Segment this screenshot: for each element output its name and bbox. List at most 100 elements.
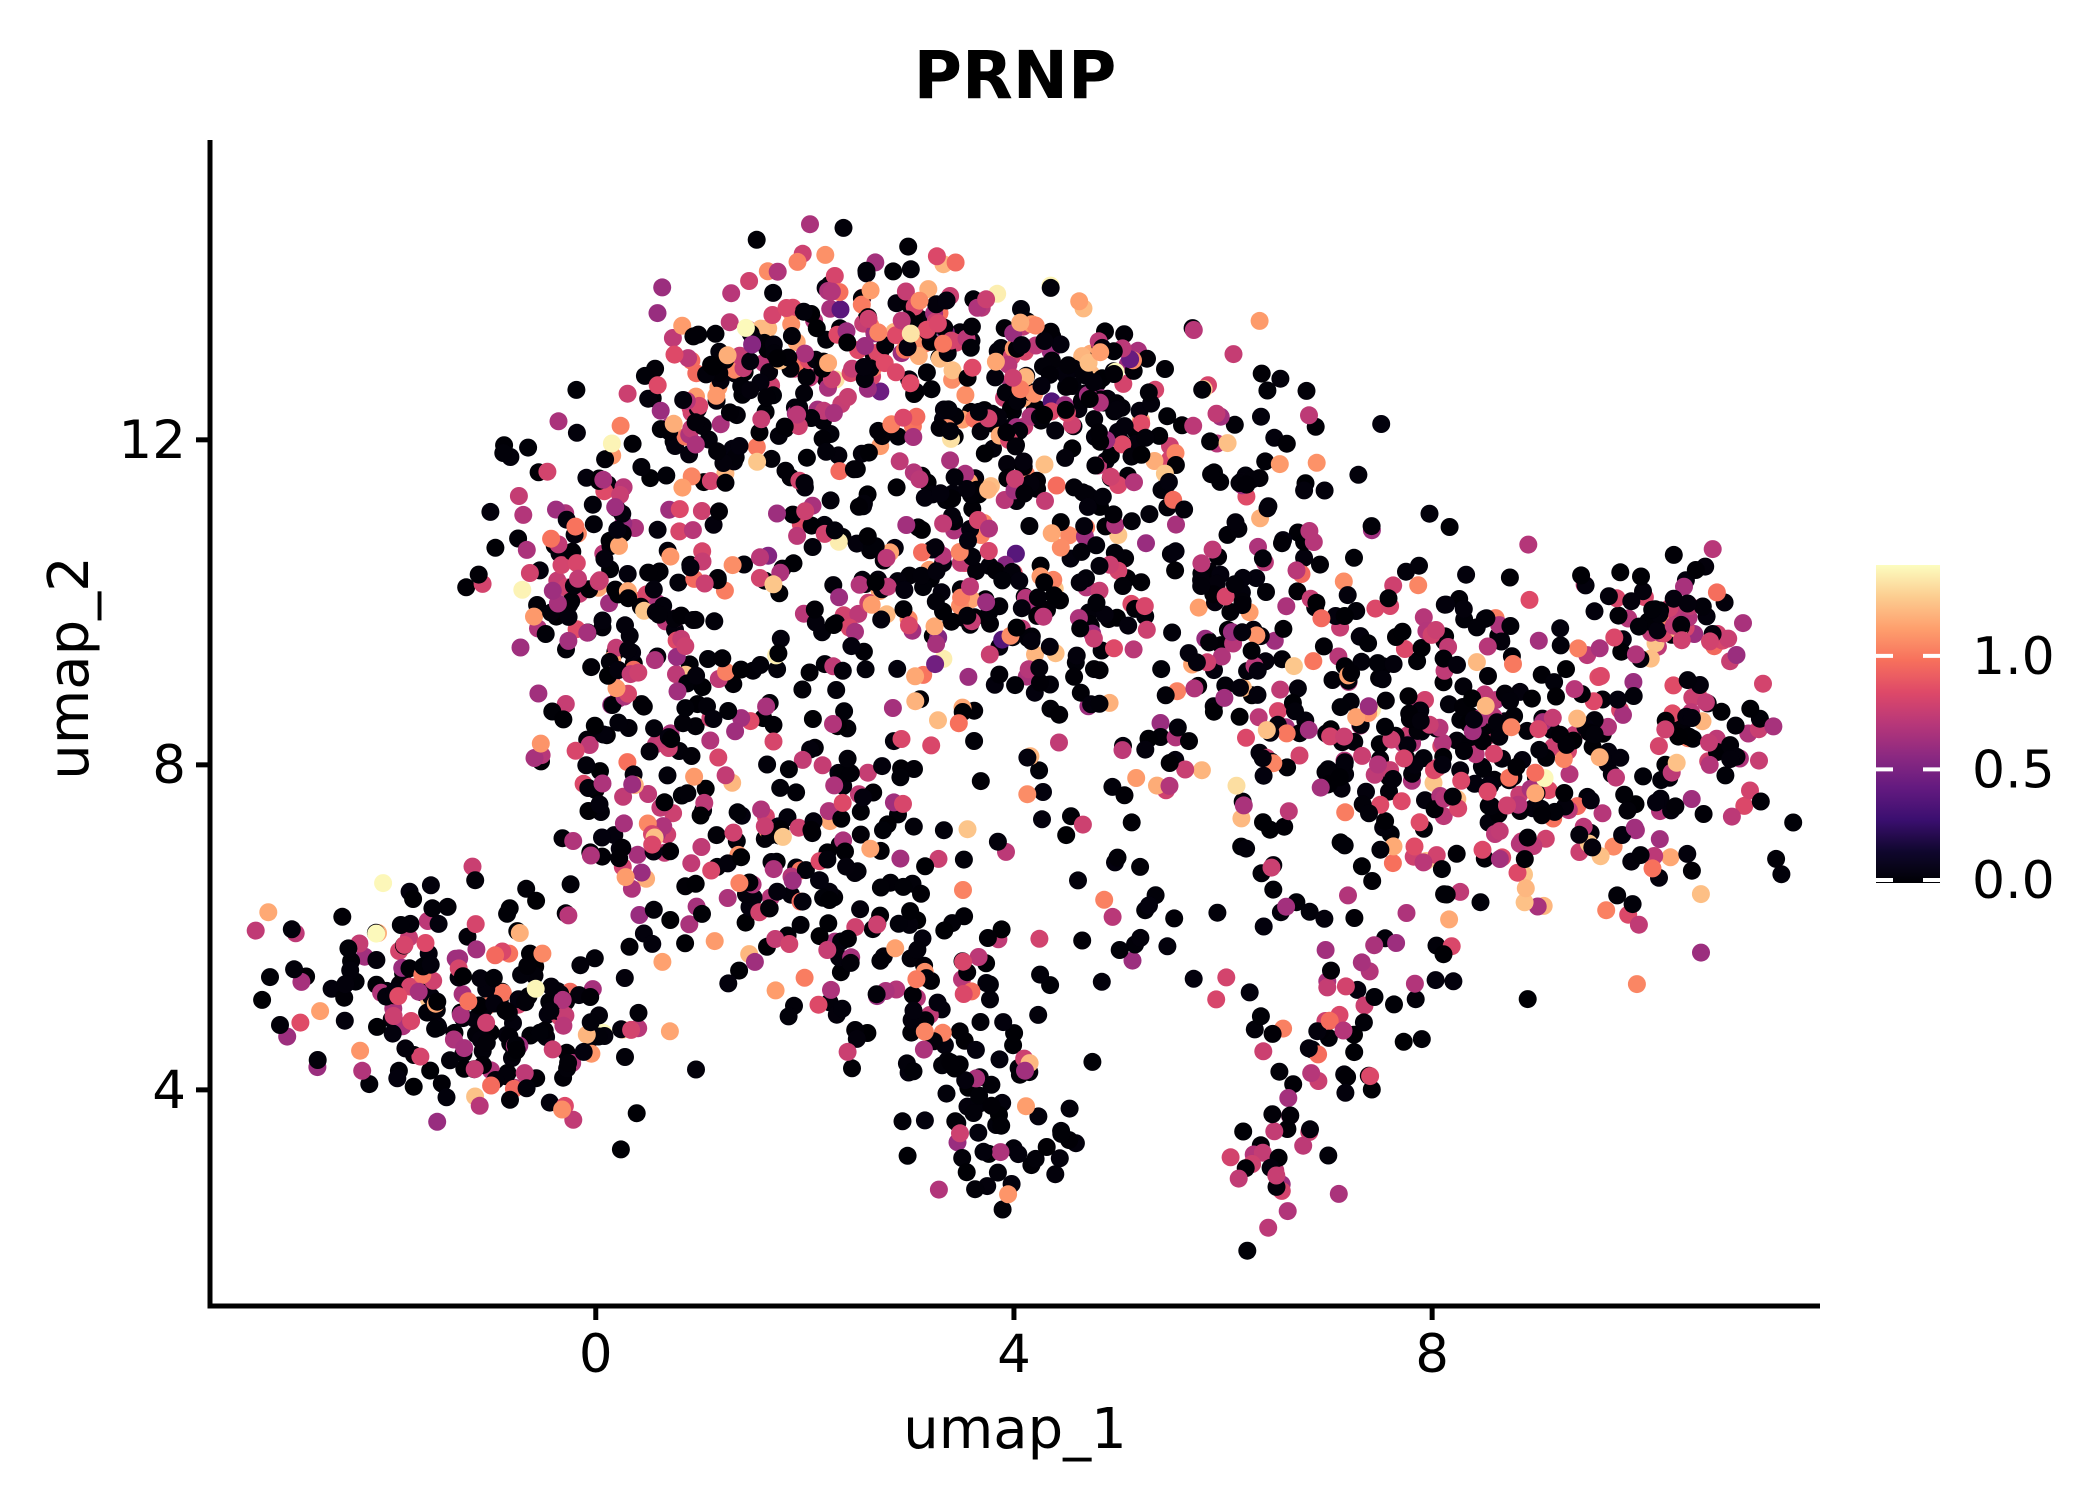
umap-point bbox=[1307, 593, 1326, 612]
x-tick-label: 0 bbox=[579, 1324, 613, 1385]
umap-point bbox=[1046, 1165, 1065, 1184]
umap-point bbox=[722, 284, 741, 303]
umap-point bbox=[360, 1075, 379, 1094]
umap-point bbox=[428, 992, 447, 1011]
umap-point bbox=[1362, 517, 1381, 536]
umap-point bbox=[873, 757, 892, 776]
umap-point bbox=[1203, 540, 1222, 559]
umap-point bbox=[567, 423, 586, 442]
umap-point bbox=[1319, 1146, 1338, 1165]
umap-point bbox=[1335, 607, 1354, 625]
umap-point bbox=[705, 612, 724, 631]
umap-point bbox=[917, 363, 936, 382]
umap-point bbox=[1075, 517, 1094, 536]
umap-point bbox=[657, 466, 676, 485]
umap-point bbox=[1532, 806, 1551, 825]
umap-point bbox=[701, 731, 720, 750]
umap-point bbox=[543, 1040, 562, 1059]
umap-point bbox=[1426, 621, 1445, 639]
umap-point bbox=[1593, 804, 1612, 823]
umap-point bbox=[1193, 380, 1212, 399]
umap-point bbox=[1440, 518, 1459, 536]
umap-point bbox=[1278, 1202, 1297, 1221]
umap-point bbox=[1132, 573, 1151, 592]
umap-point bbox=[1727, 646, 1746, 664]
umap-point bbox=[956, 1071, 975, 1090]
umap-point bbox=[1334, 1021, 1353, 1040]
umap-point bbox=[1703, 540, 1722, 559]
umap-point bbox=[788, 405, 807, 424]
umap-point bbox=[494, 444, 513, 462]
umap-point bbox=[1022, 632, 1041, 651]
umap-point bbox=[1361, 1067, 1380, 1086]
umap-point bbox=[1275, 817, 1294, 836]
umap-point bbox=[648, 376, 667, 395]
umap-point bbox=[1311, 778, 1330, 797]
umap-point bbox=[1551, 619, 1570, 638]
umap-point bbox=[704, 710, 723, 728]
umap-point bbox=[1632, 567, 1650, 586]
umap-point bbox=[844, 460, 863, 479]
umap-point bbox=[404, 890, 423, 908]
umap-point bbox=[817, 442, 836, 461]
umap-point bbox=[552, 556, 571, 575]
umap-point bbox=[1124, 640, 1143, 659]
umap-point bbox=[768, 660, 787, 679]
umap-point bbox=[1233, 623, 1252, 642]
umap-point bbox=[1287, 561, 1306, 580]
umap-point bbox=[950, 1022, 969, 1041]
umap-point bbox=[1406, 990, 1425, 1009]
umap-point bbox=[1607, 768, 1625, 787]
umap-point bbox=[775, 417, 794, 436]
umap-point bbox=[704, 357, 722, 376]
umap-point bbox=[1764, 717, 1783, 736]
umap-point bbox=[1330, 768, 1349, 787]
umap-point bbox=[1148, 776, 1166, 795]
umap-point bbox=[1212, 647, 1231, 666]
umap-point bbox=[1437, 885, 1456, 904]
umap-point bbox=[1504, 655, 1522, 673]
umap-point bbox=[1267, 1166, 1286, 1185]
umap-point bbox=[1751, 792, 1770, 811]
umap-point bbox=[1015, 484, 1034, 503]
umap-point bbox=[838, 388, 857, 406]
umap-point bbox=[1626, 645, 1645, 664]
umap-point bbox=[1569, 639, 1588, 658]
umap-point bbox=[922, 736, 941, 755]
umap-point bbox=[1334, 572, 1353, 591]
umap-point bbox=[608, 520, 627, 539]
umap-point bbox=[509, 487, 528, 505]
umap-point bbox=[954, 850, 973, 869]
umap-point bbox=[755, 817, 774, 836]
umap-point bbox=[1476, 696, 1495, 715]
umap-point bbox=[841, 764, 860, 783]
umap-point bbox=[904, 817, 923, 836]
umap-point bbox=[764, 860, 783, 879]
umap-point bbox=[1092, 972, 1111, 991]
umap-point bbox=[819, 354, 838, 372]
umap-point bbox=[629, 663, 648, 682]
umap-point bbox=[1259, 1218, 1278, 1237]
umap-point bbox=[822, 980, 840, 999]
umap-point bbox=[824, 404, 843, 422]
umap-point bbox=[769, 644, 788, 663]
umap-point bbox=[904, 1062, 923, 1081]
umap-point bbox=[1321, 727, 1340, 746]
umap-point bbox=[467, 940, 486, 959]
umap-point bbox=[584, 515, 603, 534]
umap-point bbox=[559, 1053, 578, 1072]
umap-point bbox=[869, 323, 888, 342]
umap-point bbox=[716, 473, 735, 492]
umap-point bbox=[926, 655, 945, 674]
umap-point bbox=[889, 914, 908, 933]
umap-point bbox=[953, 1149, 972, 1167]
umap-point bbox=[862, 595, 881, 614]
umap-point bbox=[1608, 886, 1627, 905]
umap-point bbox=[981, 990, 999, 1009]
umap-point bbox=[411, 1047, 430, 1066]
umap-point bbox=[732, 660, 750, 679]
umap-point bbox=[1248, 685, 1267, 704]
umap-point bbox=[838, 749, 857, 768]
umap-point bbox=[484, 968, 503, 987]
umap-point bbox=[858, 527, 877, 546]
